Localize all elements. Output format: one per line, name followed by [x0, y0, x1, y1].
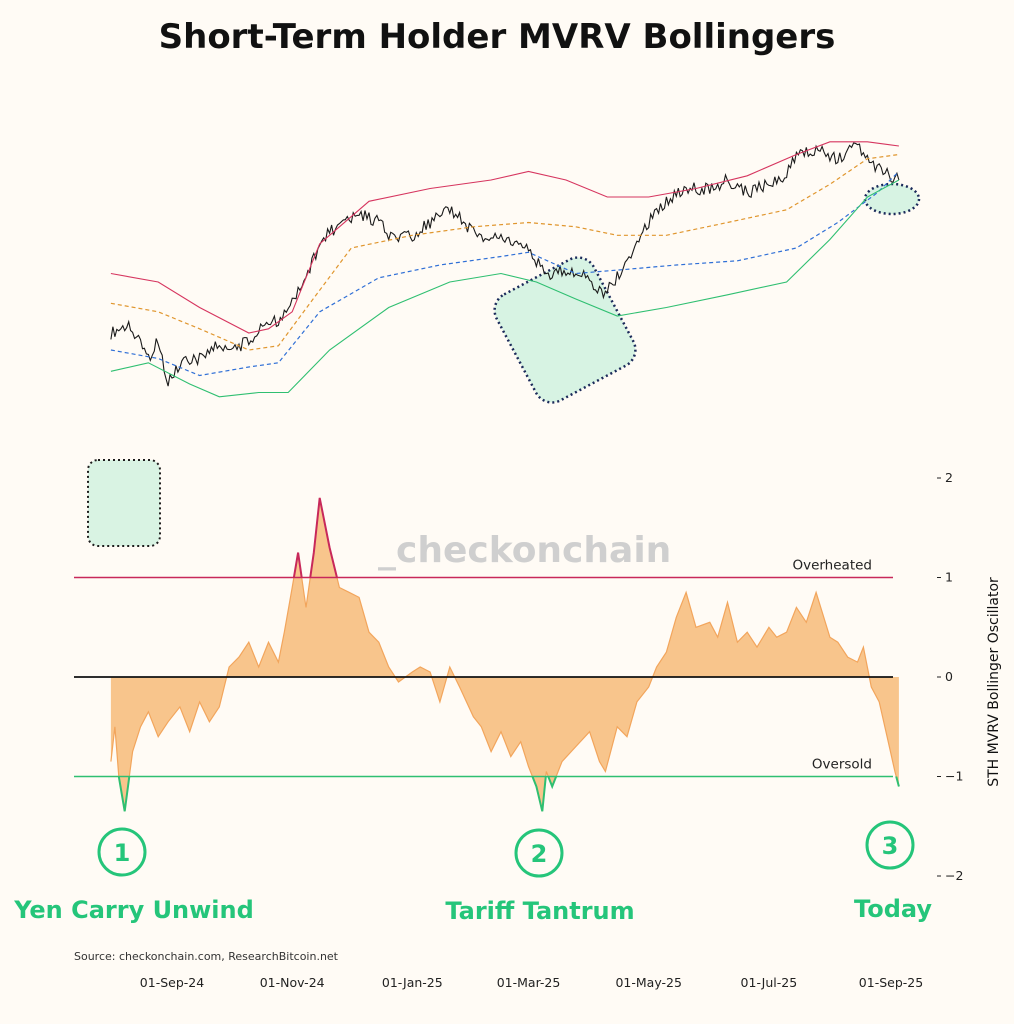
x-tick-label: 01-Jul-25: [741, 975, 798, 990]
x-tick-label: 01-May-25: [615, 975, 681, 990]
series-price: [110, 142, 900, 387]
highlight-box-3: [863, 182, 921, 216]
oscillator-panel: Overheated Oversold: [74, 497, 900, 812]
y-tick-label: −1: [945, 769, 963, 784]
reference-label-oversold: Oversold: [812, 757, 872, 773]
y-tick-label: 1: [945, 570, 953, 585]
annotation-circle-3: [865, 820, 915, 870]
x-tick-label: 01-Sep-24: [140, 975, 204, 990]
annotations: 1 Yen Carry Unwind 2 Tariff Tantrum 3 Today: [13, 820, 932, 925]
oscillator-area: [110, 497, 899, 812]
series-lower-middle-band: [110, 171, 900, 377]
annotation-label-3: Today: [854, 895, 932, 923]
annotation-number-3: 3: [882, 832, 899, 860]
annotation-label-1: Yen Carry Unwind: [13, 896, 254, 924]
series-lower-band: [110, 179, 900, 398]
x-tick-label: 01-Sep-25: [859, 975, 923, 990]
y-axis-label: STH MVRV Bollinger Oscillator: [986, 577, 1002, 787]
source-note: Source: checkonchain.com, ResearchBitcoi…: [74, 950, 339, 963]
series-upper-band: [110, 141, 899, 334]
reference-label-overheated: Overheated: [792, 558, 872, 574]
y-tick-label: −2: [945, 868, 963, 883]
oscillator-line: [110, 497, 900, 812]
watermark: _checkonchain: [378, 530, 671, 571]
series-middle-band: [110, 153, 899, 351]
y-tick-label: 0: [945, 669, 953, 684]
annotation-number-2: 2: [531, 840, 548, 868]
highlight-box-2: [493, 256, 637, 404]
chart-title: Short-Term Holder MVRV Bollingers: [159, 17, 836, 57]
highlight-box-1: [87, 459, 161, 547]
annotation-number-1: 1: [114, 839, 131, 867]
x-tick-label: 01-Nov-24: [260, 975, 325, 990]
y-tick-label: 2: [945, 470, 953, 485]
annotation-circle-1: [97, 827, 147, 877]
annotation-circle-2: [514, 828, 564, 878]
price-panel: [87, 141, 921, 547]
x-tick-label: 01-Mar-25: [497, 975, 561, 990]
annotation-label-2: Tariff Tantrum: [445, 897, 634, 925]
axes: 01-Sep-24 01-Nov-24 01-Jan-25 01-Mar-25 01-M…: [140, 470, 1002, 990]
x-tick-label: 01-Jan-25: [382, 975, 443, 990]
